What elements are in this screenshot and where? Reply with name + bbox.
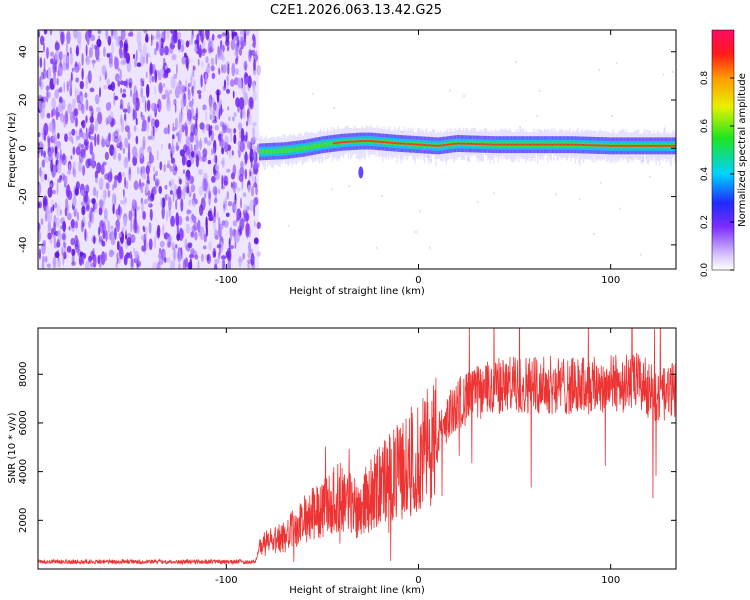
snr-y-tick-label: 8000: [18, 362, 29, 387]
figure-title: C2E1.2026.063.13.42.G25: [270, 3, 442, 18]
colorbar-tick-label: 0.8: [700, 71, 710, 86]
snr-series-line: [38, 328, 676, 566]
spectrogram-y-tick-label: -40: [18, 237, 29, 253]
spectrogram-y-tick: -20: [18, 188, 676, 205]
spectrogram-panel: -100 0 100 -40 -20 0 20 40 Height of straight l…: [7, 29, 677, 297]
spectrogram-y-tick: 40: [18, 45, 676, 58]
colorbar-tick: 0.0: [700, 263, 734, 278]
spectrogram-x-tick: -100: [215, 30, 238, 286]
spectrogram-x-tick-label: -100: [215, 275, 238, 286]
snr-y-tick: 2000: [18, 508, 676, 533]
snr-axes: -100 0 100 2000 4000 6000 8000: [18, 328, 676, 586]
snr-x-tick: -100: [215, 328, 238, 586]
snr-x-tick-label: 0: [415, 575, 421, 586]
snr-y-tick-label: 6000: [18, 410, 29, 435]
signal-track: [259, 60, 676, 256]
snr-x-tick: 0: [415, 328, 422, 586]
colorbar-label: Normalized spectral amplitude: [737, 73, 748, 227]
spectrogram-x-tick-label: 0: [415, 275, 421, 286]
colorbar-tick: 0.4: [700, 167, 734, 182]
colorbar-tick: 0.6: [700, 119, 734, 134]
spectrogram-x-tick-label: 100: [601, 275, 620, 286]
spectrogram-y-tick-label: 40: [18, 45, 29, 58]
snr-x-tick: 100: [601, 328, 620, 586]
snr-x-tick-label: -100: [215, 575, 238, 586]
snr-y-tick: 6000: [18, 410, 676, 436]
snr-y-tick-label: 2000: [18, 508, 29, 533]
colorbar-tick-label: 0.2: [700, 215, 710, 229]
snr-plot-area: [38, 328, 676, 566]
snr-y-tick: 8000: [18, 362, 676, 387]
colorbar-gradient: [711, 29, 735, 271]
snr-x-label: Height of straight line (km): [289, 585, 425, 596]
colorbar-tick-label: 0.4: [700, 167, 710, 182]
spectrogram-x-tick: 0: [415, 30, 422, 286]
spectrogram-frame: [37, 29, 677, 270]
colorbar-tick-label: 0.6: [700, 119, 710, 134]
spectrogram-x-tick: 100: [601, 30, 620, 286]
snr-panel: -100 0 100 2000 4000 6000 8000 Height of strai…: [7, 327, 677, 596]
spectrogram-plot-area: [38, 30, 676, 269]
spectrogram-y-tick: 0: [18, 145, 676, 151]
snr-x-tick-label: 100: [601, 575, 620, 586]
colorbar-tick: 0.8: [700, 71, 734, 86]
spectrogram-y-tick-label: -20: [18, 188, 29, 204]
colorbar-tick-label: 0.0: [700, 263, 710, 278]
colorbar-tick: 0.2: [700, 215, 734, 229]
noise-region: [38, 30, 262, 269]
spectrogram-y-tick-label: 0: [18, 145, 29, 151]
snr-y-tick-label: 4000: [18, 459, 29, 484]
spectrogram-y-tick-label: 20: [18, 94, 29, 107]
colorbar-ticks: 0.0 0.2 0.4 0.6 0.8: [700, 71, 734, 278]
snr-frame: [37, 327, 677, 570]
snr-y-tick: 4000: [18, 459, 676, 484]
spectrogram-y-tick: -40: [18, 237, 676, 253]
spectrogram-x-label: Height of straight line (km): [289, 286, 425, 297]
spectrogram-y-tick: 20: [18, 94, 676, 107]
colorbar: 0.0 0.2 0.4 0.6 0.8 Normalized spectral ampl…: [700, 29, 748, 278]
spectrogram-y-label: Frequency (Hz): [7, 112, 18, 188]
signal-blob: [358, 166, 364, 179]
spectrogram-axes: -100 0 100 -40 -20 0 20 40: [18, 30, 676, 286]
snr-y-label: SNR (10 * v/v): [7, 412, 18, 483]
